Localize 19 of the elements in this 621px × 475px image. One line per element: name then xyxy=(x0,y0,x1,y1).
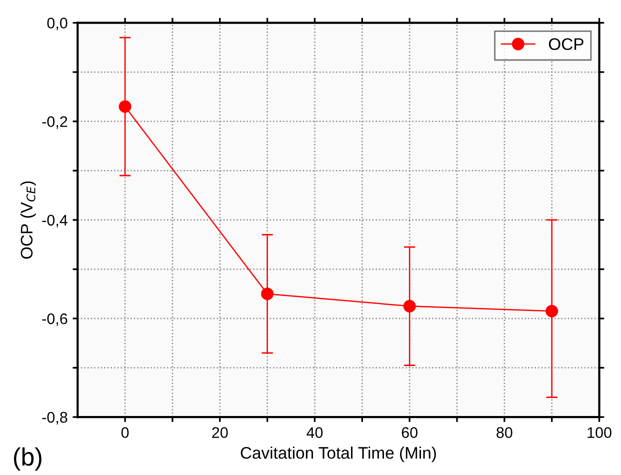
y-tick-label: -0,6 xyxy=(42,313,68,326)
y-tick-label: 0,0 xyxy=(47,18,68,30)
point xyxy=(118,100,132,113)
x-tick-label: 0 xyxy=(121,427,129,438)
x-tick-label: 20 xyxy=(212,427,228,438)
text: (b) xyxy=(14,447,42,471)
y-tick-label: -0,8 xyxy=(42,412,68,425)
x-tick-label: 100 xyxy=(588,427,612,438)
point xyxy=(546,304,558,318)
legend-label: OCP xyxy=(548,38,584,50)
x-tick-label: 40 xyxy=(306,427,323,438)
x-tick-label: 80 xyxy=(496,427,512,438)
point xyxy=(261,288,274,300)
x-axis-title: Cavitation Total Time (Min) xyxy=(240,446,436,462)
y-axis-title: OCP (V$_{CE}$) xyxy=(20,181,36,259)
point xyxy=(403,300,416,312)
x-tick-label: 60 xyxy=(402,427,418,438)
y-tick-label: -0,2 xyxy=(42,116,68,129)
y-tick-label: -0,4 xyxy=(42,214,68,228)
